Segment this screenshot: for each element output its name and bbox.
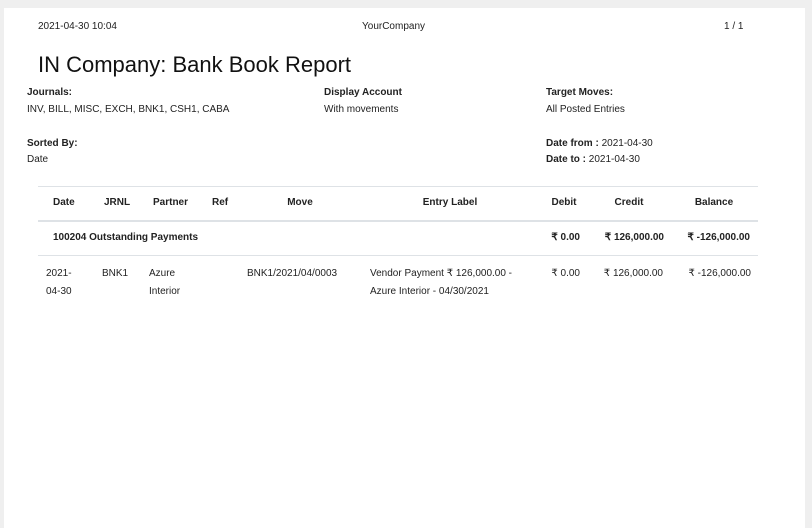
date-to: Date to : 2021-04-30 [546,154,640,165]
sorted-by-label: Sorted By: [27,138,78,149]
journals-value: INV, BILL, MISC, EXCH, BNK1, CSH1, CABA [27,104,230,115]
display-account-label: Display Account [324,87,402,98]
journals-label: Journals: [27,87,73,98]
company-name: YourCompany [362,21,426,32]
row-credit: ₹ 126,000.00 [603,268,663,279]
col-balance: Balance [694,197,734,208]
sorted-by-value: Date [27,154,49,165]
display-account-value: With movements [324,104,399,115]
col-partner: Partner [153,197,189,208]
table-top-border [38,186,758,187]
row-divider [38,255,758,256]
page-title: IN Company: Bank Book Report [38,52,352,77]
col-credit: Credit [614,197,644,208]
target-moves-value: All Posted Entries [546,104,625,115]
page-number: 1 / 1 [724,21,744,32]
row-partner: Azure Interior [149,268,181,297]
print-datetime: 2021-04-30 10:04 [38,21,117,32]
row-date: 2021- 04-30 [46,268,72,297]
account-debit: ₹ 0.00 [551,232,580,243]
col-date: Date [53,197,75,208]
target-moves-label: Target Moves: [546,87,614,98]
account-name: 100204 Outstanding Payments [53,232,199,243]
col-ref: Ref [212,197,229,208]
row-move: BNK1/2021/04/0003 [247,268,338,279]
header-divider [38,220,758,222]
row-debit: ₹ 0.00 [551,268,580,279]
date-from: Date from : 2021-04-30 [546,138,653,149]
row-entry-label: Vendor Payment ₹ 126,000.00 - Azure Inter… [370,268,513,297]
account-credit: ₹ 126,000.00 [604,232,664,243]
col-debit: Debit [551,197,577,208]
date-to-value: 2021-04-30 [588,154,640,165]
col-jrnl: JRNL [104,197,131,208]
row-jrnl: BNK1 [102,268,129,279]
date-from-label: Date from : [546,138,599,149]
col-move: Move [287,197,313,208]
row-balance: ₹ -126,000.00 [688,268,751,279]
date-to-label: Date to : [546,154,586,165]
date-from-value: 2021-04-30 [601,138,653,149]
col-entry-label: Entry Label [422,197,478,208]
account-balance: ₹ -126,000.00 [687,232,750,243]
report-page: 2021-04-30 10:04 YourCompany 1 / 1 IN Co… [4,8,805,528]
